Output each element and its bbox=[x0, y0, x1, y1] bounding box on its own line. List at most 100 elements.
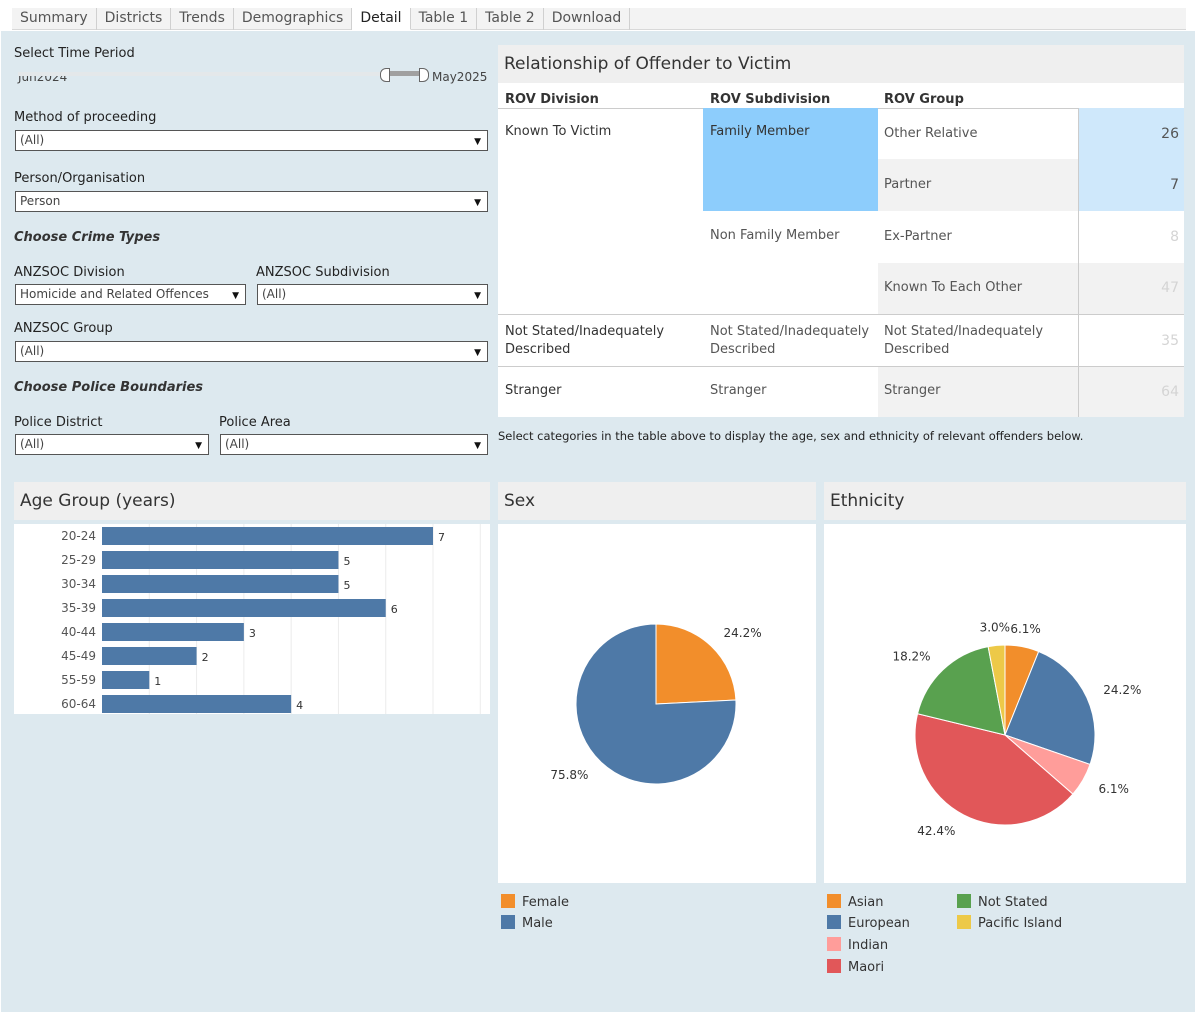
ethnicity-legend-label: Maori bbox=[848, 960, 885, 975]
ethnicity-legend-swatch bbox=[827, 937, 841, 951]
rov-family-highlight bbox=[703, 108, 878, 211]
rov-group-not-stated-line1: Not Stated/Inadequately bbox=[884, 324, 1044, 339]
age-bar-value-label: 3 bbox=[249, 627, 256, 640]
ethnicity-slice-label: 42.4% bbox=[917, 824, 955, 838]
tab-summary[interactable]: Summary bbox=[12, 8, 97, 30]
anzsoc-subdivision-value: (All) bbox=[262, 287, 287, 301]
age-bar-value-label: 1 bbox=[154, 675, 161, 688]
anzsoc-group-select[interactable]: (All) ▼ bbox=[15, 341, 488, 362]
anzsoc-group-label: ANZSOC Group bbox=[14, 321, 113, 336]
person-value: Person bbox=[20, 194, 61, 208]
age-bar bbox=[102, 647, 197, 665]
tab-download[interactable]: Download bbox=[544, 8, 631, 30]
rov-value-known-each-other[interactable]: 47 bbox=[1161, 280, 1179, 296]
dashboard: Select Time Period Jun2024 May2025 Metho… bbox=[1, 31, 1195, 1012]
ethnicity-legend-item[interactable]: Asian bbox=[827, 894, 883, 910]
chevron-down-icon: ▼ bbox=[195, 441, 202, 451]
rov-sub-not-stated[interactable]: Not Stated/Inadequately Described bbox=[710, 323, 869, 359]
tab-table-2[interactable]: Table 2 bbox=[477, 8, 544, 30]
sex-legend-item[interactable]: Male bbox=[501, 915, 553, 931]
sex-legend-label: Female bbox=[522, 895, 570, 910]
age-bar bbox=[102, 599, 386, 617]
rov-division-stranger[interactable]: Stranger bbox=[505, 383, 562, 398]
police-area-value: (All) bbox=[225, 437, 250, 451]
chevron-down-icon: ▼ bbox=[474, 137, 481, 147]
police-district-select[interactable]: (All) ▼ bbox=[15, 434, 209, 455]
rov-group-ex-partner[interactable]: Ex-Partner bbox=[884, 229, 952, 244]
sex-legend-swatch bbox=[501, 894, 515, 908]
age-category-label: 55-59 bbox=[61, 673, 96, 687]
rov-value-column-divider bbox=[1078, 108, 1079, 417]
police-area-select[interactable]: (All) ▼ bbox=[220, 434, 488, 455]
rov-band bbox=[878, 159, 1078, 211]
age-bar-value-label: 2 bbox=[202, 651, 209, 664]
ethnicity-slice-label: 18.2% bbox=[892, 650, 930, 664]
rov-value-stranger[interactable]: 64 bbox=[1161, 384, 1179, 400]
rov-value-not-stated[interactable]: 35 bbox=[1161, 333, 1179, 349]
time-slider-start-handle[interactable] bbox=[380, 68, 390, 82]
rov-division-not-stated[interactable]: Not Stated/Inadequately Described bbox=[505, 323, 664, 359]
time-slider-end-handle[interactable] bbox=[419, 68, 429, 82]
rov-band bbox=[1078, 367, 1184, 417]
tab-demographics[interactable]: Demographics bbox=[234, 8, 353, 30]
rov-division-not-stated-line2: Described bbox=[505, 342, 571, 357]
rov-value-other-relative[interactable]: 26 bbox=[1161, 126, 1179, 142]
age-category-label: 25-29 bbox=[61, 553, 96, 567]
rov-division-not-stated-line1: Not Stated/Inadequately bbox=[505, 324, 665, 339]
rov-group-stranger[interactable]: Stranger bbox=[884, 383, 941, 398]
ethnicity-slice-label: 6.1% bbox=[1098, 782, 1129, 796]
age-category-label: 45-49 bbox=[61, 649, 96, 663]
ethnicity-slice-label: 6.1% bbox=[1010, 622, 1040, 636]
age-bar-value-label: 6 bbox=[391, 603, 398, 616]
person-label: Person/Organisation bbox=[14, 171, 146, 186]
rov-group-not-stated-line2: Described bbox=[884, 342, 950, 357]
sex-panel-title: Sex bbox=[498, 482, 816, 520]
ethnicity-slice bbox=[1004, 650, 1096, 766]
sex-legend-item[interactable]: Female bbox=[501, 894, 569, 910]
method-select[interactable]: (All) ▼ bbox=[15, 130, 488, 151]
time-slider-track[interactable] bbox=[18, 72, 418, 76]
rov-band bbox=[1078, 263, 1184, 315]
tab-districts[interactable]: Districts bbox=[97, 8, 172, 30]
ethnicity-legend-item[interactable]: Indian bbox=[827, 937, 888, 953]
age-bar bbox=[102, 671, 150, 689]
rov-division-known[interactable]: Known To Victim bbox=[505, 124, 612, 139]
chevron-down-icon: ▼ bbox=[232, 291, 239, 301]
anzsoc-subdivision-select[interactable]: (All) ▼ bbox=[257, 284, 488, 305]
sex-slice bbox=[655, 623, 737, 705]
anzsoc-group-value: (All) bbox=[20, 344, 45, 358]
rov-sub-stranger[interactable]: Stranger bbox=[710, 383, 767, 398]
rov-sub-family[interactable]: Family Member bbox=[710, 124, 810, 139]
time-slider-range bbox=[386, 71, 424, 76]
rov-group-other-relative[interactable]: Other Relative bbox=[884, 126, 978, 141]
chevron-down-icon: ▼ bbox=[474, 348, 481, 358]
tab-table-1[interactable]: Table 1 bbox=[411, 8, 478, 30]
rov-col-division-header: ROV Division bbox=[505, 92, 599, 107]
tab-detail[interactable]: Detail bbox=[352, 8, 411, 30]
ethnicity-legend-item[interactable]: Not Stated bbox=[957, 894, 1048, 910]
tab-trends[interactable]: Trends bbox=[171, 8, 234, 30]
rov-group-known-each-other[interactable]: Known To Each Other bbox=[884, 280, 1023, 295]
rov-group-partner[interactable]: Partner bbox=[884, 177, 932, 192]
ethnicity-legend-swatch bbox=[827, 894, 841, 908]
age-bar-value-label: 4 bbox=[296, 699, 303, 712]
rov-value-partner[interactable]: 7 bbox=[1170, 177, 1179, 193]
sex-legend-swatch bbox=[501, 915, 515, 929]
ethnicity-legend-item[interactable]: Maori bbox=[827, 959, 884, 975]
age-bar-value-label: 7 bbox=[438, 531, 445, 544]
rov-group-not-stated[interactable]: Not Stated/Inadequately Described bbox=[884, 323, 1043, 359]
anzsoc-division-select[interactable]: Homicide and Related Offences ▼ bbox=[15, 284, 246, 305]
age-bar bbox=[102, 623, 244, 641]
chevron-down-icon: ▼ bbox=[474, 441, 481, 451]
ethnicity-pie-chart: 6.1% 24.2% 6.1% 42.4% 18.2% 3.0% bbox=[824, 524, 1186, 883]
age-bar bbox=[102, 695, 292, 713]
rov-sub-non-family[interactable]: Non Family Member bbox=[710, 228, 840, 243]
ethnicity-legend-item[interactable]: Pacific Island bbox=[957, 915, 1062, 931]
age-group-chart: 20-24 7 25-29 5 30-34 5 35-39 6 40-44 3 45-49 2 55-5… bbox=[14, 524, 490, 714]
age-panel-title: Age Group (years) bbox=[14, 482, 490, 520]
ethnicity-panel-title: Ethnicity bbox=[824, 482, 1186, 520]
chevron-down-icon: ▼ bbox=[474, 291, 481, 301]
ethnicity-legend-item[interactable]: European bbox=[827, 915, 910, 931]
person-select[interactable]: Person ▼ bbox=[15, 191, 488, 212]
rov-value-ex-partner[interactable]: 8 bbox=[1170, 229, 1179, 245]
